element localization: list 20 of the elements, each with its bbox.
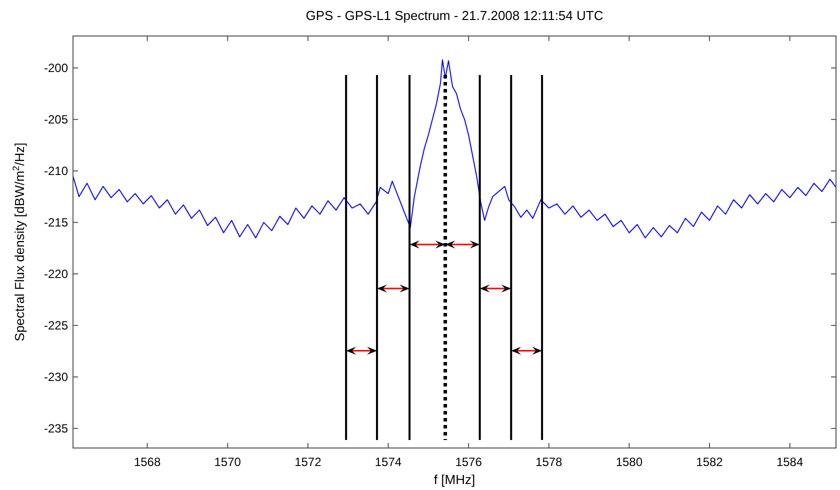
x-tick-label: 1574 <box>374 455 402 469</box>
x-tick-label: 1580 <box>616 455 643 469</box>
y-tick-label: -235 <box>44 421 68 436</box>
x-tick-label: 1582 <box>696 455 724 469</box>
x-axis-title: f [MHz] <box>434 472 476 487</box>
y-tick-label: -215 <box>44 215 68 230</box>
y-tick-label: -220 <box>44 266 68 281</box>
y-tick-label: -210 <box>44 164 68 178</box>
line-series <box>73 59 836 238</box>
x-tick-label: 1576 <box>455 455 482 469</box>
y-tick-label: -205 <box>44 112 68 126</box>
x-tick-label: 1578 <box>536 455 563 469</box>
x-tick-label: 1572 <box>294 455 322 469</box>
x-tick-label: 1568 <box>134 455 161 469</box>
y-tick-label: -230 <box>44 370 68 384</box>
y-tick-label: -225 <box>44 318 68 332</box>
x-tick-label: 1570 <box>214 455 242 469</box>
chart-title: GPS - GPS-L1 Spectrum - 21.7.2008 12:11:54 UTC <box>306 8 604 23</box>
x-tick-label: 1584 <box>776 455 804 469</box>
y-tick-label: -200 <box>44 60 68 75</box>
